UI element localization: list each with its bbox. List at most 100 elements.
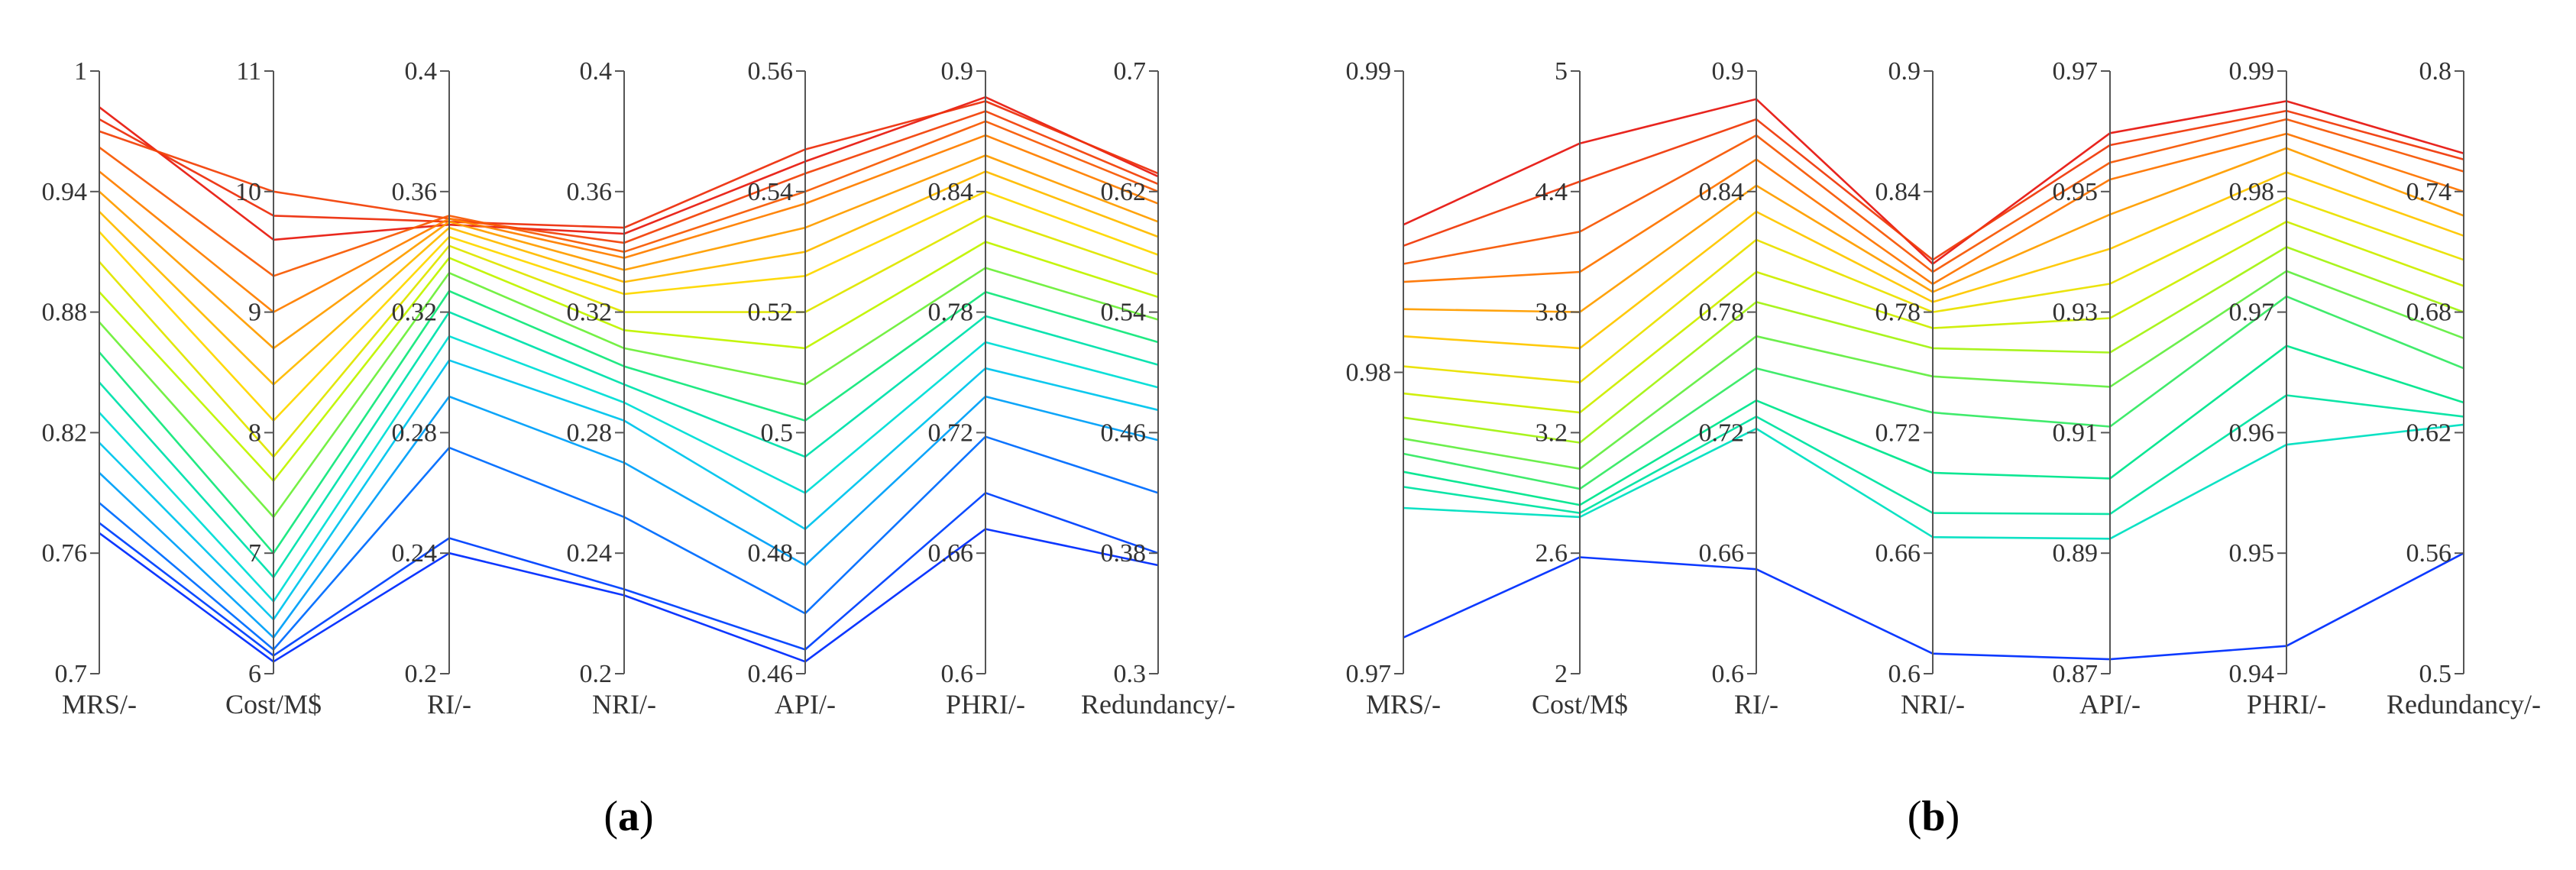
tick-label: 0.66: [1875, 539, 1921, 568]
tick-label: 3.8: [1536, 299, 1568, 327]
tick-label: 4.4: [1536, 178, 1568, 206]
tick-label: 0.66: [928, 539, 974, 568]
axis-label: Cost/M$: [1532, 689, 1628, 720]
series-line-2: [99, 100, 1159, 229]
axis-label: API/-: [2079, 689, 2141, 720]
tick-label: 0.56: [2406, 539, 2452, 568]
tick-label: 0.97: [2229, 299, 2275, 327]
tick-label: 9: [248, 299, 261, 327]
tick-label: 0.97: [2053, 57, 2099, 86]
tick-label: 0.99: [1346, 57, 1392, 86]
tick-label: 0.62: [1101, 178, 1147, 206]
tick-label: 0.84: [1875, 178, 1921, 206]
tick-label: 0.94: [2229, 660, 2275, 688]
tick-label: 10: [235, 178, 261, 206]
panel-a-parallel-coordinates: 0.7 0.76 0.82 0.88 0.94 1 MRS/- 6 7 8 9 10 11 Cost/M$…: [42, 57, 1235, 720]
tick-label: 7: [248, 539, 261, 568]
tick-label: 0.72: [928, 419, 974, 447]
tick-label: 3.2: [1536, 419, 1568, 447]
tick-label: 0.46: [1101, 419, 1147, 447]
tick-label: 0.74: [2406, 178, 2452, 206]
tick-label: 0.32: [392, 299, 438, 327]
tick-label: 0.7: [1114, 57, 1147, 86]
tick-label: 0.9: [941, 57, 974, 86]
axis-label: PHRI/-: [2247, 689, 2326, 720]
tick-label: 0.72: [1875, 419, 1921, 447]
tick-label: 2.6: [1536, 539, 1568, 568]
panel-b-caption-letter: b: [1921, 793, 1945, 840]
tick-label: 0.66: [1699, 539, 1745, 568]
axis-label: Redundancy/-: [2387, 689, 2541, 720]
tick-label: 0.78: [928, 299, 974, 327]
tick-label: 0.36: [392, 178, 438, 206]
axis-label: MRS/-: [1366, 689, 1441, 720]
tick-label: 0.78: [1875, 299, 1921, 327]
axis-label: RI/-: [1734, 689, 1778, 720]
axis-label: Redundancy/-: [1081, 689, 1235, 720]
tick-label: 0.8: [2419, 57, 2452, 86]
tick-label: 0.89: [2053, 539, 2099, 568]
tick-label: 0.38: [1101, 539, 1147, 568]
tick-label: 0.91: [2053, 419, 2099, 447]
panel-b-parallel-coordinates: 0.97 0.98 0.99 MRS/- 2 2.6 3.2 3.8 4.4 5 Cost/M$ 0.…: [1346, 57, 2541, 720]
tick-label: 2: [1555, 660, 1568, 688]
tick-label: 0.72: [1699, 419, 1745, 447]
tick-label: 5: [1555, 57, 1568, 86]
tick-label: 0.28: [567, 419, 613, 447]
panel-a-caption: (a): [604, 793, 653, 840]
tick-label: 0.76: [42, 539, 88, 568]
tick-label: 0.96: [2229, 419, 2275, 447]
tick-label: 8: [248, 419, 261, 447]
axis-label: NRI/-: [592, 689, 656, 720]
tick-label: 0.52: [748, 299, 794, 327]
axis-label: RI/-: [427, 689, 471, 720]
tick-label: 0.32: [567, 299, 613, 327]
axis-label: NRI/-: [1901, 689, 1965, 720]
tick-label: 0.28: [392, 419, 438, 447]
series-line-5: [99, 134, 1159, 313]
tick-label: 0.24: [392, 539, 438, 568]
tick-label: 0.7: [55, 660, 88, 688]
tick-label: 0.98: [2229, 178, 2275, 206]
tick-label: 0.84: [928, 178, 974, 206]
axis-label: API/-: [775, 689, 836, 720]
tick-label: 0.36: [567, 178, 613, 206]
tick-label: 0.82: [42, 419, 88, 447]
panel-a-caption-letter: a: [618, 793, 639, 840]
tick-label: 0.56: [748, 57, 794, 86]
tick-label: 0.2: [405, 660, 438, 688]
tick-label: 0.9: [1712, 57, 1745, 86]
tick-label: 0.9: [1888, 57, 1921, 86]
tick-label: 0.97: [1346, 660, 1392, 688]
tick-label: 0.6: [941, 660, 974, 688]
tick-label: 0.3: [1114, 660, 1147, 688]
tick-label: 0.6: [1712, 660, 1745, 688]
tick-label: 0.88: [42, 299, 88, 327]
tick-label: 0.78: [1699, 299, 1745, 327]
tick-label: 0.24: [567, 539, 613, 568]
tick-label: 1: [74, 57, 87, 86]
tick-label: 6: [248, 660, 261, 688]
tick-label: 0.94: [42, 178, 88, 206]
axis-label: MRS/-: [62, 689, 137, 720]
tick-label: 0.54: [748, 178, 794, 206]
tick-label: 0.46: [748, 660, 794, 688]
series-line-18: [99, 491, 1159, 657]
tick-label: 0.87: [2053, 660, 2099, 688]
tick-label: 0.4: [405, 57, 438, 86]
tick-label: 0.4: [580, 57, 613, 86]
tick-label: 0.84: [1699, 178, 1745, 206]
tick-label: 0.68: [2406, 299, 2452, 327]
tick-label: 0.99: [2229, 57, 2275, 86]
tick-label: 0.62: [2406, 419, 2452, 447]
tick-label: 0.98: [1346, 359, 1392, 387]
series-line-1: [99, 95, 1159, 241]
tick-label: 0.48: [748, 539, 794, 568]
tick-label: 0.5: [2419, 660, 2452, 688]
tick-label: 0.54: [1101, 299, 1147, 327]
tick-label: 0.95: [2053, 178, 2099, 206]
axis-label: Cost/M$: [225, 689, 322, 720]
tick-label: 11: [236, 57, 261, 86]
axis-label: PHRI/-: [946, 689, 1025, 720]
